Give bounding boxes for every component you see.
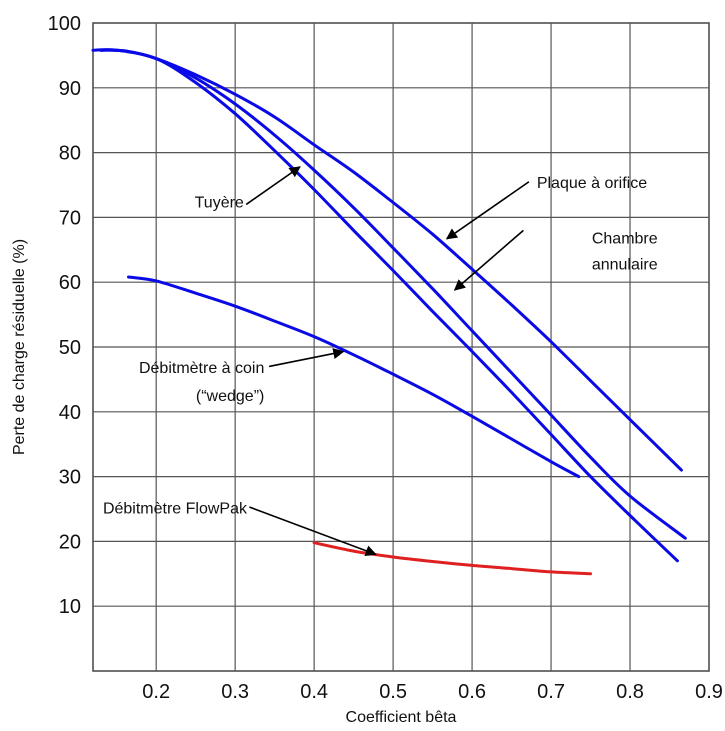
series-lines: [91, 48, 687, 576]
annotations: Plaque à orifice Chambre annulaire Tuyère Dé…: [103, 166, 658, 557]
y-tick-label: 10: [59, 596, 81, 618]
series-line-chambre: [99, 48, 687, 540]
annotation-label-chambre: Chambre: [592, 230, 658, 247]
annotation-label-plaque: Plaque à orifice: [537, 175, 647, 192]
series-line-tuyere: [91, 48, 679, 563]
series-line-flowpak: [312, 541, 592, 576]
annotation-label-tuyere: Tuyère: [195, 195, 244, 212]
annotation-arrow-chambre: [453, 229, 524, 291]
y-tick-label: 80: [59, 143, 81, 165]
annotation-label-wedge: Débitmètre à coin: [139, 360, 264, 377]
series-line-wedge: [127, 275, 581, 479]
y-tick-label: 70: [59, 207, 81, 229]
annotation-arrow-plaque: [445, 181, 530, 240]
x-tick-label: 0.7: [537, 681, 565, 703]
y-tick-label: 100: [48, 13, 81, 35]
y-tick-label: 30: [59, 467, 81, 489]
x-tick-label: 0.5: [379, 681, 407, 703]
y-tick-label: 40: [59, 402, 81, 424]
annotation-arrow-flowpak: [249, 506, 377, 557]
x-tick-label: 0.4: [300, 681, 328, 703]
y-axis-title: Perte de charge résiduelle (%): [11, 239, 28, 455]
annotation-label-wedge: (“wedge”): [196, 388, 264, 405]
x-tick-label: 0.3: [221, 681, 249, 703]
x-tick-label: 0.9: [695, 681, 723, 703]
x-tick-label: 0.2: [142, 681, 170, 703]
gridlines: [93, 23, 709, 671]
annotation-label-chambre: annulaire: [592, 256, 658, 273]
annotation-arrow-tuyere: [245, 166, 301, 206]
tick-labels: 0.2 0.3 0.4 0.5 0.6 0.7 0.8 0.9 10 20 30 40 50 60 70 80…: [48, 13, 723, 703]
y-tick-label: 90: [59, 78, 81, 100]
annotation-label-flowpak: Débitmètre FlowPak: [103, 501, 248, 518]
y-tick-label: 50: [59, 337, 81, 359]
x-tick-label: 0.8: [616, 681, 644, 703]
x-axis-title: Coefficient bêta: [346, 709, 457, 726]
x-tick-label: 0.6: [458, 681, 486, 703]
annotation-arrow-wedge: [268, 348, 345, 368]
y-tick-label: 20: [59, 531, 81, 553]
y-tick-label: 60: [59, 272, 81, 294]
